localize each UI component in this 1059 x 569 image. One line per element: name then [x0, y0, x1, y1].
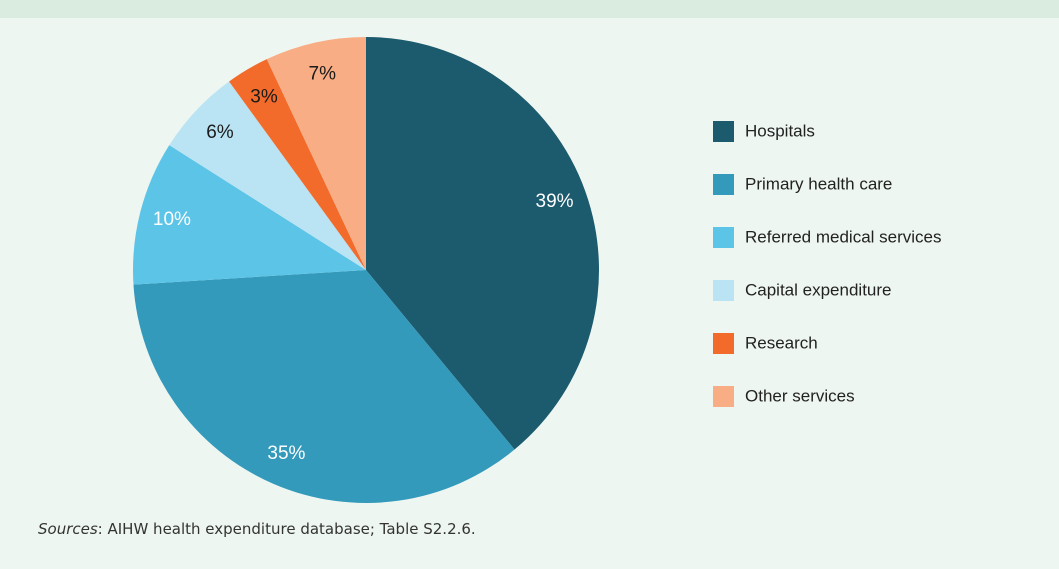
- legend-label: Hospitals: [745, 121, 815, 140]
- legend-swatch: [713, 333, 734, 354]
- legend-swatch: [713, 227, 734, 248]
- data-label: 3%: [250, 87, 278, 108]
- legend-label: Referred medical services: [745, 227, 942, 246]
- legend-label: Other services: [745, 386, 855, 405]
- data-label: 7%: [309, 63, 337, 84]
- legend-label: Capital expenditure: [745, 280, 891, 299]
- legend-label: Research: [745, 333, 818, 352]
- data-label: 6%: [206, 122, 234, 143]
- pie-slice: [169, 81, 366, 270]
- source-label: Sources: [38, 520, 98, 538]
- legend-swatch: [713, 280, 734, 301]
- legend-swatch: [713, 386, 734, 407]
- source-note: Sources: AIHW health expenditure databas…: [38, 520, 476, 538]
- legend-label: Primary health care: [745, 174, 892, 193]
- pie-slice: [366, 37, 599, 450]
- source-text: : AIHW health expenditure database; Tabl…: [97, 520, 476, 538]
- data-label: 10%: [153, 209, 191, 230]
- legend-swatch: [713, 121, 734, 142]
- legend-swatch: [713, 174, 734, 195]
- data-label: 39%: [536, 191, 574, 212]
- pie-slice: [229, 59, 366, 271]
- pie-slice: [133, 270, 515, 503]
- data-label: 35%: [267, 443, 305, 464]
- pie-slice: [266, 37, 366, 270]
- pie-slice: [133, 145, 366, 285]
- header-band: [0, 0, 1059, 18]
